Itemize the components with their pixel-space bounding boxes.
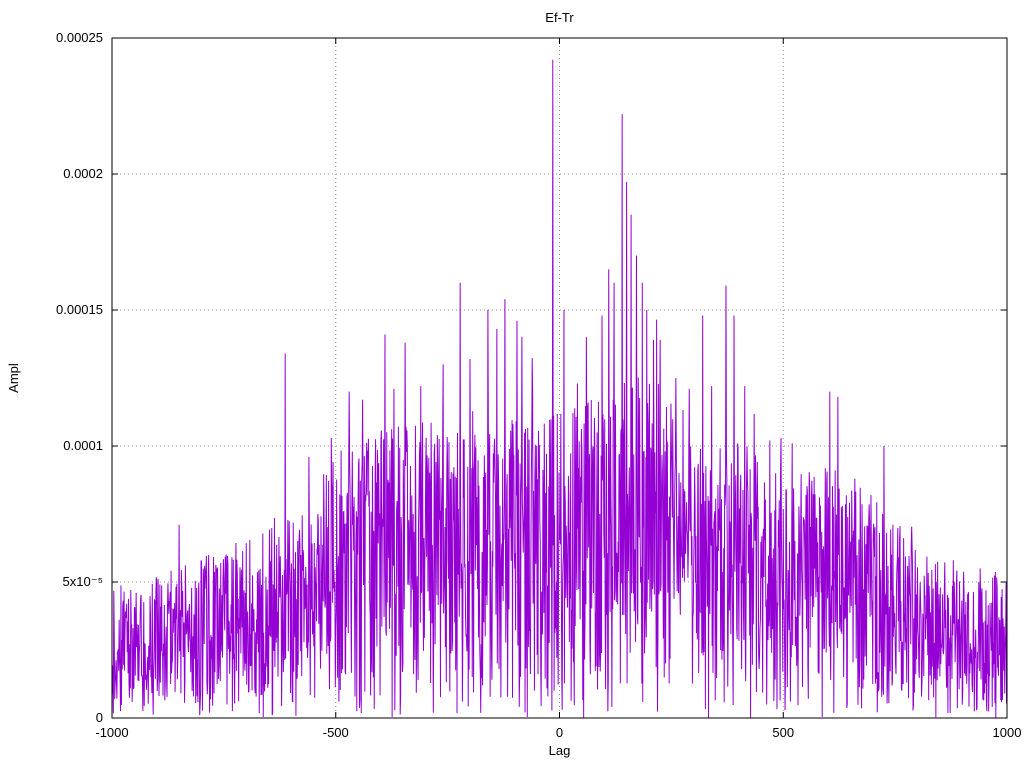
x-axis-label: Lag (549, 743, 571, 758)
x-tick-label: 0 (556, 725, 563, 740)
y-tick-label: 0 (96, 710, 103, 725)
x-tick-label: -500 (323, 725, 349, 740)
y-tick-label: 0.00025 (56, 30, 103, 45)
y-tick-label: 0.00015 (56, 302, 103, 317)
y-tick-label: 0.0002 (63, 166, 103, 181)
chart-title: Ef-Tr (545, 10, 574, 25)
y-tick-label: 5x10⁻⁵ (63, 574, 103, 589)
x-tick-label: 500 (772, 725, 794, 740)
x-tick-label: -1000 (95, 725, 128, 740)
x-tick-label: 1000 (993, 725, 1022, 740)
y-axis-label: Ampl (6, 363, 21, 393)
data-series-line (111, 59, 1008, 718)
y-tick-label: 0.0001 (63, 438, 103, 453)
plot-border (111, 37, 1008, 719)
